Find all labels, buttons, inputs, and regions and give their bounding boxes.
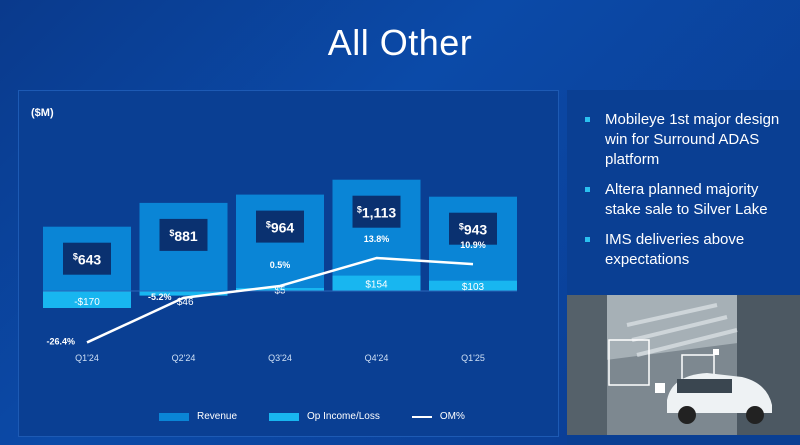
- bullet-square-icon: [585, 237, 590, 242]
- legend-swatch-op-income: [269, 412, 300, 421]
- op-income-bar: [429, 280, 517, 291]
- op-income-bar: [139, 291, 228, 296]
- bullet-list: Mobileye 1st major design win for Surrou…: [585, 110, 790, 280]
- om-value-label: 0.5%: [270, 260, 291, 270]
- x-tick-label: Q4'24: [365, 353, 389, 363]
- bullet-item: Altera planned majority stake sale to Si…: [585, 180, 790, 220]
- x-tick-label: Q2'24: [172, 353, 196, 363]
- op-income-label: $154: [365, 279, 388, 290]
- x-tick-label: Q3'24: [268, 353, 292, 363]
- bullet-square-icon: [585, 117, 590, 122]
- revenue-value-box: [63, 242, 111, 275]
- chart-legend: Revenue Op Income/Loss OM%: [159, 411, 497, 422]
- bullet-square-icon: [585, 187, 590, 192]
- unit-label: ($M): [31, 107, 54, 119]
- side-panel: Mobileye 1st major design win for Surrou…: [567, 90, 800, 445]
- legend-item-revenue: Revenue: [159, 411, 237, 422]
- op-income-label: -$170: [74, 297, 100, 308]
- chart: $643-$170Q1'24$881-$46Q2'24$964$5Q3'24$1…: [43, 179, 517, 363]
- revenue-value-box: [256, 210, 304, 243]
- revenue-value-label: $964: [266, 220, 295, 236]
- revenue-value-label: $643: [73, 252, 102, 268]
- bullet-item: Mobileye 1st major design win for Surrou…: [585, 110, 790, 170]
- x-tick-label: Q1'25: [461, 353, 485, 363]
- legend-label-revenue: Revenue: [197, 411, 238, 422]
- legend-label-op-income: Op Income/Loss: [307, 411, 380, 422]
- legend-swatch-om: [411, 415, 432, 418]
- slide-title: All Other: [327, 22, 473, 63]
- om-value-label: -5.2%: [148, 292, 172, 302]
- op-income-bar: [332, 275, 421, 291]
- revenue-value-box: [449, 212, 497, 245]
- revenue-value-box: [352, 195, 401, 228]
- legend-item-op-income: Op Income/Loss: [269, 411, 380, 422]
- revenue-value-label: $1,113: [357, 205, 396, 221]
- bullet-item: IMS deliveries above expectations: [585, 230, 790, 270]
- op-income-label: -$46: [173, 297, 193, 308]
- op-income-label: $103: [462, 282, 485, 293]
- op-income-bar: [43, 291, 131, 308]
- op-income-bar: [236, 288, 324, 291]
- chart-panel: ($M) $643 -$170 Q1'24 $881 -$46 Q2'24 $964 $5 Q3…: [18, 90, 559, 437]
- om-line: [86, 256, 474, 344]
- om-value-label: -26.4%: [46, 336, 75, 346]
- revenue-value-label: $881: [169, 228, 198, 244]
- street-scene-photo: [567, 295, 800, 435]
- legend-swatch-revenue: [159, 412, 189, 421]
- legend-label-om: OM%: [439, 411, 465, 422]
- om-value-label: 10.9%: [460, 240, 486, 250]
- revenue-value-label: $943: [459, 222, 488, 238]
- legend-item-om: OM%: [411, 411, 465, 422]
- om-value-label: 13.8%: [364, 234, 390, 244]
- revenue-value-box: [159, 218, 208, 251]
- x-tick-label: Q1'24: [75, 353, 99, 363]
